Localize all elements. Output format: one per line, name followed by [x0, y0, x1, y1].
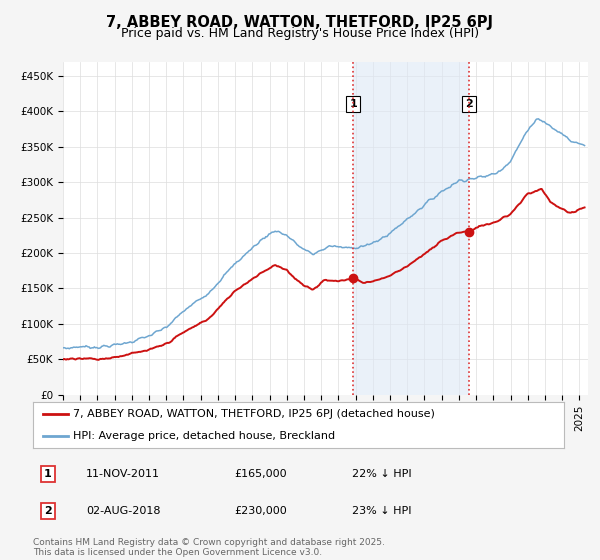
Text: 22% ↓ HPI: 22% ↓ HPI: [352, 469, 411, 479]
Text: 11-NOV-2011: 11-NOV-2011: [86, 469, 160, 479]
Text: £165,000: £165,000: [235, 469, 287, 479]
Text: HPI: Average price, detached house, Breckland: HPI: Average price, detached house, Brec…: [73, 431, 335, 441]
Text: 1: 1: [44, 469, 52, 479]
Bar: [353, 62, 469, 395]
Text: £230,000: £230,000: [235, 506, 287, 516]
Text: 7, ABBEY ROAD, WATTON, THETFORD, IP25 6PJ: 7, ABBEY ROAD, WATTON, THETFORD, IP25 6P…: [107, 15, 493, 30]
Text: 2: 2: [465, 99, 473, 109]
Text: Price paid vs. HM Land Registry's House Price Index (HPI): Price paid vs. HM Land Registry's House …: [121, 27, 479, 40]
Text: 7, ABBEY ROAD, WATTON, THETFORD, IP25 6PJ (detached house): 7, ABBEY ROAD, WATTON, THETFORD, IP25 6P…: [73, 409, 434, 419]
Text: 23% ↓ HPI: 23% ↓ HPI: [352, 506, 411, 516]
Text: 1: 1: [350, 99, 357, 109]
Text: 02-AUG-2018: 02-AUG-2018: [86, 506, 161, 516]
Text: Contains HM Land Registry data © Crown copyright and database right 2025.
This d: Contains HM Land Registry data © Crown c…: [33, 538, 385, 557]
Text: 2: 2: [44, 506, 52, 516]
